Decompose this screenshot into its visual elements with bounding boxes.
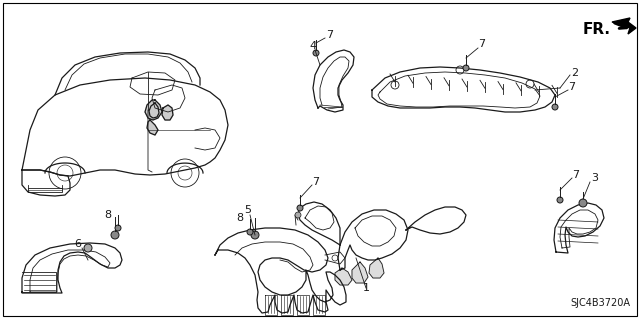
Circle shape (251, 231, 259, 239)
Circle shape (552, 104, 558, 110)
Text: 2: 2 (572, 68, 579, 78)
Text: 7: 7 (572, 170, 580, 180)
Polygon shape (147, 120, 158, 135)
Circle shape (579, 199, 587, 207)
Polygon shape (369, 258, 384, 278)
Text: 5: 5 (244, 205, 252, 215)
Text: 7: 7 (312, 177, 319, 187)
Text: 7: 7 (568, 82, 575, 92)
Text: FR.: FR. (583, 22, 611, 37)
Text: 7: 7 (326, 30, 333, 40)
Circle shape (557, 197, 563, 203)
Circle shape (295, 212, 301, 218)
Polygon shape (149, 103, 159, 118)
Circle shape (313, 50, 319, 56)
Polygon shape (145, 100, 162, 120)
Circle shape (111, 231, 119, 239)
Text: 3: 3 (591, 173, 598, 183)
Circle shape (84, 244, 92, 252)
Text: 6: 6 (74, 239, 81, 249)
Circle shape (297, 205, 303, 211)
Text: 8: 8 (104, 210, 111, 220)
Text: SJC4B3720A: SJC4B3720A (570, 298, 630, 308)
Polygon shape (352, 262, 368, 283)
Text: 8: 8 (236, 213, 244, 223)
Circle shape (463, 65, 469, 71)
Text: 7: 7 (479, 39, 486, 49)
Polygon shape (335, 268, 352, 285)
Polygon shape (612, 18, 636, 34)
Text: 1: 1 (362, 283, 369, 293)
Polygon shape (162, 105, 173, 120)
Circle shape (115, 225, 121, 231)
Circle shape (247, 229, 253, 235)
Text: 4: 4 (309, 41, 317, 51)
